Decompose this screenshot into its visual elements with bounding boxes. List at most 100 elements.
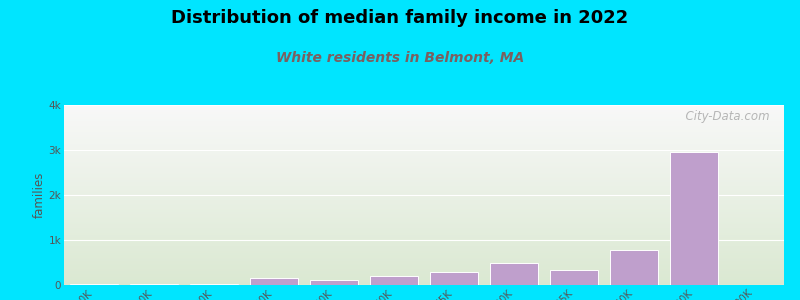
Bar [64,259,784,260]
Bar [64,131,784,132]
Bar [64,119,784,120]
Bar [64,253,784,254]
Bar [64,173,784,174]
Bar [64,158,784,159]
Bar [64,234,784,235]
Bar [64,109,784,110]
Bar [64,237,784,238]
Bar [64,230,784,231]
Bar [64,271,784,272]
Bar [64,221,784,222]
Bar [64,218,784,219]
Bar [64,225,784,226]
Bar [64,231,784,232]
Bar [64,154,784,155]
Bar [430,272,478,285]
Bar [550,270,598,285]
Bar [64,138,784,139]
Bar [64,267,784,268]
Bar [64,263,784,264]
Bar [64,255,784,256]
Bar [64,224,784,225]
Bar [64,134,784,135]
Bar [64,187,784,188]
Bar [64,281,784,282]
Bar [64,114,784,115]
Bar [610,250,658,285]
Bar [64,124,784,125]
Bar [130,284,178,285]
Bar [64,176,784,177]
Bar [64,175,784,176]
Bar [64,273,784,274]
Bar [64,223,784,224]
Bar [64,122,784,123]
Bar [64,166,784,167]
Bar [64,222,784,223]
Bar [64,130,784,131]
Bar [64,113,784,114]
Bar [64,233,784,234]
Bar [64,179,784,180]
Bar [64,125,784,126]
Bar [64,145,784,146]
Bar [64,150,784,151]
Bar [64,129,784,130]
Bar [64,241,784,242]
Bar [64,188,784,189]
Bar [64,226,784,227]
Bar [64,156,784,157]
Bar [64,242,784,243]
Bar [64,250,784,251]
Bar [64,276,784,277]
Bar [64,217,784,218]
Bar [64,165,784,166]
Bar [64,136,784,137]
Bar [64,235,784,236]
Y-axis label: families: families [33,172,46,218]
Bar [64,205,784,206]
Bar [64,171,784,172]
Bar [64,266,784,267]
Bar [64,249,784,250]
Bar [64,193,784,194]
Bar [64,270,784,271]
Bar [64,210,784,211]
Bar [64,238,784,239]
Bar [64,252,784,253]
Bar [64,155,784,156]
Bar [64,275,784,276]
Bar [64,207,784,208]
Text: White residents in Belmont, MA: White residents in Belmont, MA [276,51,524,65]
Bar [64,206,784,207]
Bar [64,216,784,217]
Bar [64,203,784,204]
Bar [64,185,784,186]
Bar [64,246,784,247]
Bar [370,277,418,285]
Bar [64,229,784,230]
Bar [64,182,784,183]
Bar [64,135,784,136]
Bar [64,213,784,214]
Bar [64,139,784,140]
Bar [64,133,784,134]
Bar [190,284,238,285]
Bar [64,108,784,109]
Bar [670,152,718,285]
Bar [64,197,784,198]
Bar [64,209,784,210]
Bar [490,263,538,285]
Bar [64,180,784,181]
Bar [64,178,784,179]
Bar [64,192,784,193]
Bar [64,183,784,184]
Bar [64,126,784,127]
Bar [64,239,784,240]
Bar [64,164,784,165]
Bar [64,147,784,148]
Bar [64,172,784,173]
Bar [64,190,784,191]
Bar [64,123,784,124]
Bar [64,257,784,258]
